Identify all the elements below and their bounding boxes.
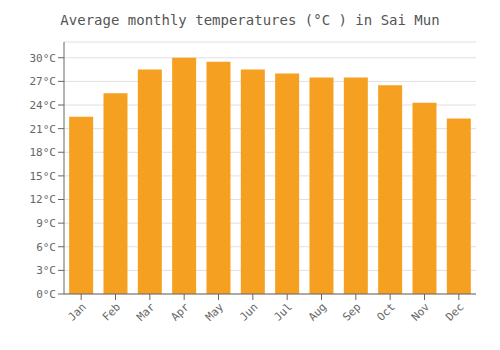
svg-text:May: May xyxy=(203,300,227,324)
svg-text:15°C: 15°C xyxy=(30,170,57,183)
svg-text:27°C: 27°C xyxy=(30,75,57,88)
svg-text:9°C: 9°C xyxy=(36,217,56,230)
svg-text:0°C: 0°C xyxy=(36,288,56,301)
svg-text:Nov: Nov xyxy=(409,300,433,324)
svg-text:21°C: 21°C xyxy=(30,123,57,136)
svg-text:Mar: Mar xyxy=(134,300,158,324)
html-text:Average monthly temperatures (: Average monthly temperatures (°C ) in Sa… xyxy=(60,12,440,28)
svg-text:30°C: 30°C xyxy=(30,52,57,65)
svg-text:Aug: Aug xyxy=(306,300,329,323)
svg-text:Oct: Oct xyxy=(375,300,398,323)
svg-text:12°C: 12°C xyxy=(30,193,57,206)
svg-text:24°C: 24°C xyxy=(30,99,57,112)
svg-text:6°C: 6°C xyxy=(36,241,56,254)
svg-text:Feb: Feb xyxy=(100,300,123,323)
svg-text:Jan: Jan xyxy=(66,300,89,323)
svg-text:18°C: 18°C xyxy=(30,146,57,159)
svg-text:Dec: Dec xyxy=(443,300,466,323)
svg-text:3°C: 3°C xyxy=(36,264,56,277)
svg-text:Sep: Sep xyxy=(340,300,363,323)
svg-text:Jun: Jun xyxy=(237,300,260,323)
svg-text:Apr: Apr xyxy=(169,300,193,324)
svg-text:Jul: Jul xyxy=(272,300,295,323)
